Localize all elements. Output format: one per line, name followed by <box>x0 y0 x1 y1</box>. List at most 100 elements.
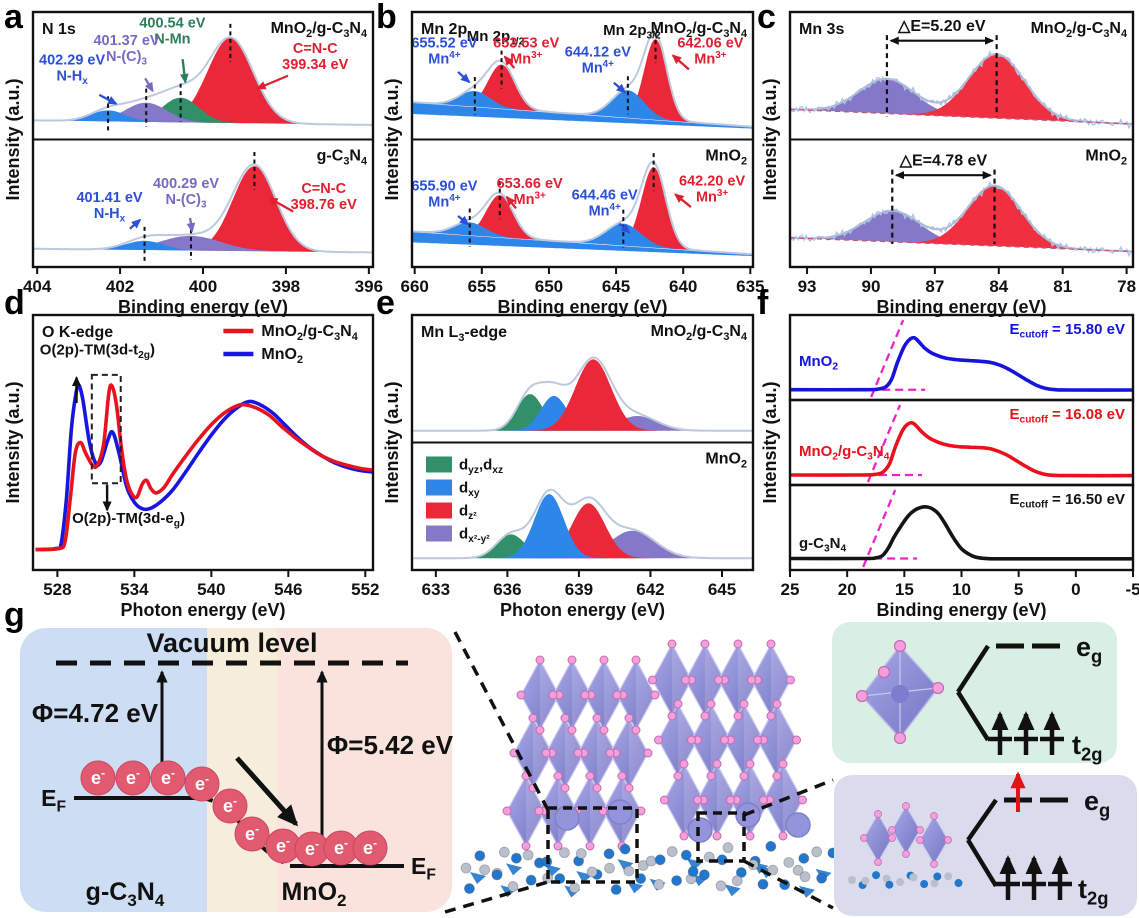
work-function-left: Φ=4.72 eV <box>32 698 159 728</box>
ups-curve <box>789 335 1134 392</box>
cutoff-tangent-line <box>866 404 902 483</box>
annotation-text: C=N-C <box>293 41 338 57</box>
annotation-arrow <box>457 71 471 84</box>
annotation-arrow <box>144 77 154 93</box>
sample-label: MnO2 <box>705 148 747 168</box>
annotation-arrow <box>180 59 189 84</box>
envelope-line <box>32 36 374 126</box>
x-tick-label: 404 <box>23 277 52 296</box>
electron-label: e- <box>305 837 319 859</box>
annotation-text: Mn4+ <box>589 202 621 220</box>
panel-b-letter: b <box>376 0 397 36</box>
sample-label: g-C3N4 <box>799 535 847 555</box>
legend-swatch <box>426 502 452 519</box>
callout-line <box>743 778 834 817</box>
annotation-text: Mn4+ <box>428 50 460 67</box>
y-axis-label: Intensity (a.u.) <box>760 78 780 200</box>
xps-peak <box>542 530 724 559</box>
eg-label: eg <box>1076 632 1102 667</box>
spectrum-c-0: △E=5.20 eV Mn 3s MnO2/g-C3N4 <box>776 18 1134 141</box>
electron-label: e- <box>91 766 105 788</box>
annotation-text: N-Hx <box>94 206 126 225</box>
cutoff-label: Ecutoff = 16.50 eV <box>1010 491 1125 511</box>
electron-label: e- <box>126 766 140 788</box>
sample-label: g-C3N4 <box>317 148 367 168</box>
panel-e-mn-l3-edge: 633 636 639 642 645 Photon energy (eV) Intensi… <box>382 313 755 620</box>
x-tick-label: 552 <box>351 580 379 599</box>
cutoff-tangent-line <box>870 319 905 398</box>
electron-label: e- <box>161 766 175 788</box>
annotation-text: N-Hx <box>56 68 88 87</box>
work-function-right: Φ=5.42 eV <box>327 730 454 760</box>
legend-label: dx²-y² <box>459 526 490 546</box>
x-axis-label: Photon energy (eV) <box>500 600 665 620</box>
material-label-right: MnO2 <box>281 878 346 910</box>
x-tick-label: 655 <box>468 277 496 296</box>
highlight-box <box>90 373 122 485</box>
x-tick-label: 633 <box>422 580 450 599</box>
ups-subpanel-2: g-C3N4 Ecutoff = 16.50 eV <box>788 483 1135 572</box>
annotation-arrow <box>186 217 196 233</box>
cutoff-label: Ecutoff = 15.80 eV <box>1010 321 1125 341</box>
electron-label: e- <box>195 772 209 794</box>
annotation-text: N-Mn <box>154 31 190 47</box>
annotation-text: Mn3+ <box>696 188 728 206</box>
material-label-left: g-C3N4 <box>86 878 165 910</box>
x-tick-label: 528 <box>43 580 71 599</box>
legend-label: MnO2 <box>261 346 303 366</box>
y-axis-label: Intensity (a.u.) <box>760 381 780 503</box>
annotation-text: Mn3+ <box>694 50 726 67</box>
x-tick-label: 15 <box>895 580 914 599</box>
x-tick-label: 645 <box>602 277 630 296</box>
panel-d-o-kedge-xas: 528 534 540 546 552 Photon energy (eV) Intensi… <box>3 313 379 620</box>
x-tick-label: 25 <box>781 580 800 599</box>
annotation-text: 401.41 eV <box>76 190 142 206</box>
eg-label: eg <box>1084 786 1110 821</box>
vacuum-level-label: Vacuum level <box>146 628 317 658</box>
y-axis-label: Intensity (a.u.) <box>3 78 23 200</box>
electron-label: e- <box>334 836 348 858</box>
sample-label: MnO2 <box>705 451 747 471</box>
xps-peak <box>501 395 607 431</box>
annotation-text: 401.37 eV <box>93 33 159 49</box>
annotation-text: O(2p)-TM(3d-t2g) <box>40 342 155 362</box>
panel-title: Mn 3s <box>799 21 844 38</box>
component-label: Mn 2p3/2 <box>603 22 661 42</box>
ups-subpanel-1: MnO2/g-C3N4 Ecutoff = 16.08 eV <box>788 398 1135 487</box>
annotation-text: 642.06 eV <box>677 36 743 52</box>
panel-d-letter: d <box>4 284 25 322</box>
envelope-line <box>411 356 753 432</box>
electron-icon <box>352 830 388 866</box>
legend-swatch <box>426 525 452 542</box>
panel-f-ups-spectra: 25 20 15 10 5 0 -5 Binding energy (eV) Intensity… <box>760 313 1139 620</box>
spectrum-b-0: Mn 2p MnO2/g-C3N4 Mn 2p1/2 Mn 2p3/2 655.52 e… <box>411 20 754 141</box>
x-tick-label: 87 <box>925 277 944 296</box>
xps-peak <box>609 39 702 124</box>
xps-peak <box>553 223 694 251</box>
spectrum-c-1: △E=4.78 eV MnO2 <box>781 148 1134 268</box>
x-tick-label: -5 <box>1125 580 1139 599</box>
ups-subpanel-0: MnO2 Ecutoff = 15.80 eV <box>788 313 1135 402</box>
annotation-text: Mn4+ <box>428 193 460 211</box>
ups-curve <box>789 420 1134 478</box>
electron-label: e- <box>245 822 259 844</box>
panel-title: N 1s <box>42 21 76 38</box>
panel-title: O K-edge <box>42 324 113 341</box>
t2g-label: t2g <box>1078 874 1108 909</box>
panel-b-mn2p-xps: 660 655 650 645 640 635 Binding energy (eV) Int… <box>382 10 765 317</box>
annotation-text: 655.90 eV <box>411 179 477 195</box>
xps-peak <box>453 534 569 559</box>
x-tick-label: 398 <box>272 277 300 296</box>
raw-data-line <box>789 50 1134 130</box>
baseline-fit <box>789 108 1134 125</box>
envelope-line <box>411 31 754 128</box>
x-tick-label: 642 <box>636 580 664 599</box>
fermi-label-right: EF <box>411 853 436 884</box>
electron-icon <box>80 760 116 796</box>
annotation-arrow <box>98 93 118 105</box>
electron-icon <box>234 816 270 852</box>
delta-label: △E=4.78 eV <box>899 153 988 170</box>
fermi-label-left: EF <box>41 785 66 816</box>
x-axis-label: Photon energy (eV) <box>120 600 285 620</box>
